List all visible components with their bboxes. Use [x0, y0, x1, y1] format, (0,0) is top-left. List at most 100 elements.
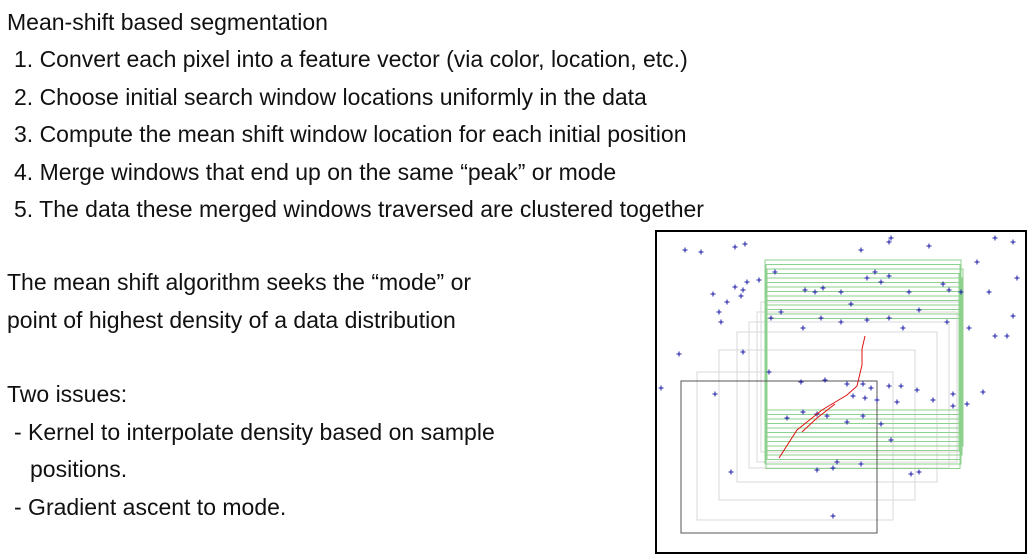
data-point: [766, 369, 772, 375]
trajectory-window-3: [736, 331, 938, 483]
data-point: [888, 235, 894, 241]
data-point: [992, 235, 998, 241]
data-point: [886, 383, 892, 389]
issue-1: - Kernel to interpolate density based on…: [14, 418, 495, 445]
data-point: [950, 391, 956, 397]
data-point: [784, 415, 790, 421]
data-point: [888, 437, 894, 443]
data-point: [812, 289, 818, 295]
data-point: [676, 351, 682, 357]
data-point: [844, 419, 850, 425]
data-point: [820, 285, 826, 291]
data-point: [844, 381, 850, 387]
data-point: [802, 287, 808, 293]
data-point: [974, 259, 980, 265]
data-point: [908, 471, 914, 477]
converged-windows: [764, 259, 964, 469]
data-point: [966, 325, 972, 331]
data-point: [964, 401, 970, 407]
data-point: [1004, 333, 1010, 339]
issues-heading: Two issues:: [7, 381, 128, 407]
data-point: [886, 315, 892, 321]
issues-block: Two issues: - Kernel to interpolate dens…: [7, 376, 495, 526]
data-point: [824, 413, 830, 419]
data-point: [848, 301, 854, 307]
step-2: 2. Choose initial search window location…: [14, 83, 647, 110]
step-5: 5. The data these merged windows travers…: [14, 196, 704, 222]
data-point: [740, 349, 746, 355]
data-point: [850, 393, 856, 399]
data-point: [724, 299, 730, 305]
data-point: [940, 281, 946, 287]
data-point: [732, 284, 738, 290]
data-point: [838, 319, 844, 325]
trajectory-window-5: [756, 311, 958, 463]
data-point: [886, 273, 892, 279]
data-point: [716, 309, 722, 315]
data-point: [728, 469, 734, 475]
data-point: [772, 269, 778, 275]
mean-shift-figure: [655, 230, 1027, 554]
data-point: [914, 387, 920, 393]
data-point: [744, 279, 750, 285]
description-line-1: The mean shift algorithm seeks the “mode…: [7, 269, 472, 295]
initial-window: [680, 380, 878, 534]
data-point: [916, 307, 922, 313]
data-point: [658, 385, 664, 391]
data-point: [682, 247, 688, 253]
data-point: [800, 409, 806, 415]
data-point: [740, 287, 746, 293]
step-4: 4. Merge windows that end up on the same…: [14, 158, 617, 185]
slide-title: Mean-shift based segmentation: [7, 9, 328, 35]
trajectory-windows: [696, 301, 960, 521]
data-point: [950, 403, 956, 409]
data-point: [874, 397, 880, 403]
trajectory-window-2: [718, 349, 916, 501]
data-point: [1014, 275, 1020, 281]
description-line-2: point of highest density of a data distr…: [7, 306, 456, 333]
data-point: [818, 315, 824, 321]
data-point: [1010, 313, 1016, 319]
data-point: [712, 391, 718, 397]
data-points: [658, 235, 1020, 519]
data-point: [860, 413, 866, 419]
data-point: [906, 289, 912, 295]
data-point: [894, 399, 900, 405]
data-point: [778, 309, 784, 315]
data-point: [800, 325, 806, 331]
data-point: [830, 513, 836, 519]
data-point: [926, 243, 932, 249]
trajectory-window-6: [760, 301, 960, 453]
data-point: [732, 244, 738, 250]
data-point: [860, 381, 866, 387]
data-point: [742, 241, 748, 247]
data-point: [980, 389, 986, 395]
description: The mean shift algorithm seeks the “mode…: [7, 264, 471, 339]
data-point: [916, 469, 922, 475]
data-point: [718, 319, 724, 325]
data-point: [864, 317, 870, 323]
data-point: [862, 395, 868, 401]
converged-window-14: [765, 318, 961, 469]
data-point: [878, 421, 884, 427]
data-point: [698, 249, 704, 255]
mean-shift-path-branch: [801, 403, 836, 433]
data-point: [878, 279, 884, 285]
data-point: [1010, 239, 1016, 245]
data-point: [814, 467, 820, 473]
data-point: [858, 461, 864, 467]
step-3: 3. Compute the mean shift window locatio…: [14, 121, 687, 147]
data-point: [864, 275, 870, 281]
data-point: [900, 325, 906, 331]
mean-shift-path: [778, 335, 866, 459]
data-point: [986, 289, 992, 295]
data-point: [834, 459, 840, 465]
steps-list: 1. Convert each pixel into a feature vec…: [14, 41, 704, 229]
data-point: [798, 379, 804, 385]
issue-2: - Gradient ascent to mode.: [14, 493, 287, 520]
issue-1-continued: positions.: [30, 456, 128, 482]
data-point: [868, 385, 874, 391]
data-point: [768, 315, 774, 321]
data-point: [872, 269, 878, 275]
mean-shift-plot: [658, 235, 1020, 534]
